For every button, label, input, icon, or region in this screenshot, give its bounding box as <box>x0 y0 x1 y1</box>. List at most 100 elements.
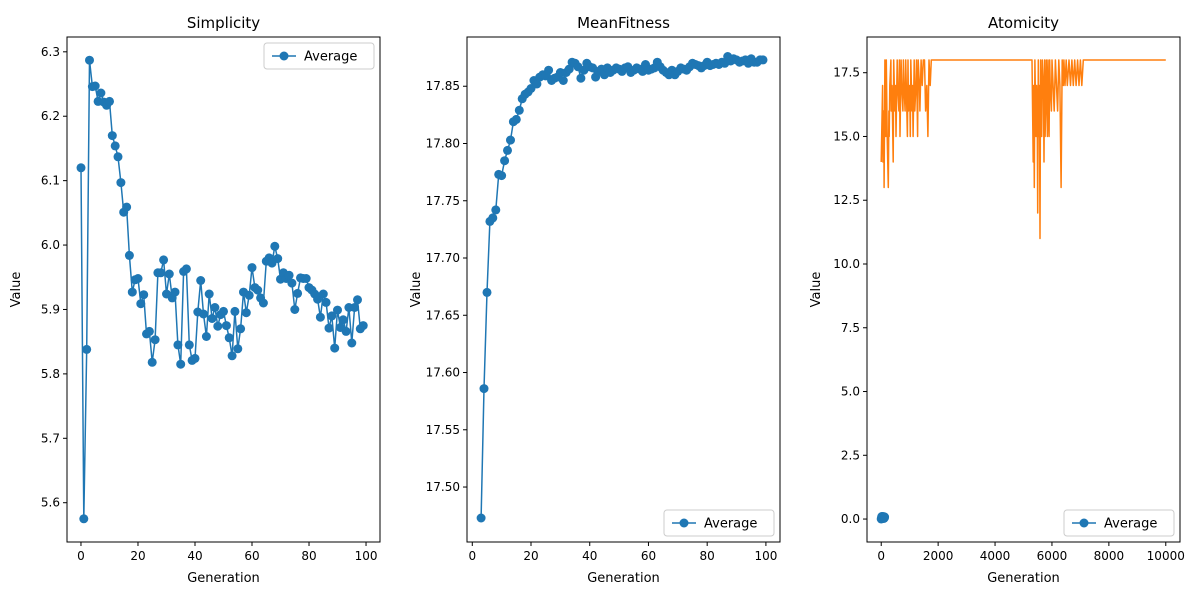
data-point <box>113 152 123 162</box>
data-point <box>79 514 89 524</box>
data-point <box>105 96 114 106</box>
data-point <box>230 306 240 316</box>
y-tick-label: 5.7 <box>41 431 60 445</box>
data-point <box>76 163 86 173</box>
data-point <box>201 332 211 341</box>
data-point <box>503 145 512 155</box>
data-point <box>532 79 542 89</box>
data-point <box>236 324 246 334</box>
data-point <box>341 326 351 336</box>
data-point <box>576 73 586 83</box>
data-point <box>258 298 268 308</box>
data-point <box>491 205 501 215</box>
data-point <box>213 321 223 331</box>
x-tick-label: 20 <box>130 549 145 563</box>
series-average <box>476 52 768 523</box>
data-point <box>558 76 568 85</box>
data-point <box>181 264 191 274</box>
data-point <box>124 250 134 260</box>
legend-marker <box>1079 518 1089 528</box>
x-tick-label: 0 <box>877 549 885 563</box>
x-tick-label: 60 <box>244 549 259 563</box>
data-point <box>173 340 183 350</box>
axes-frame <box>466 36 781 543</box>
data-point <box>221 321 231 331</box>
data-point <box>327 311 337 321</box>
data-point <box>333 305 342 315</box>
data-point <box>253 285 263 295</box>
data-point <box>758 55 768 65</box>
data-point <box>321 297 331 307</box>
data-point <box>880 512 890 522</box>
data-point <box>85 55 94 65</box>
x-tick-label: 6000 <box>1037 549 1068 563</box>
data-point <box>506 135 515 145</box>
x-axis-label: Generation <box>987 571 1060 586</box>
data-point <box>233 344 243 354</box>
x-tick-label: 100 <box>355 549 378 563</box>
data-point <box>358 321 368 331</box>
data-point <box>210 303 220 312</box>
data-point <box>147 357 157 367</box>
series-line-2 <box>880 59 1166 240</box>
series-line <box>80 59 364 520</box>
x-tick-label: 80 <box>700 549 715 563</box>
data-point <box>96 88 106 98</box>
legend: Average <box>263 42 375 70</box>
x-tick-label: 60 <box>641 549 656 563</box>
subplot-3: 0 2000 4000 6000 8000 10000 0.0 2.5 5.0 7.5 10.0 12… <box>809 14 1185 586</box>
legend-marker <box>679 518 689 528</box>
data-point <box>127 287 137 297</box>
data-point <box>247 263 257 273</box>
legend-box <box>1063 509 1175 537</box>
data-point <box>482 287 492 297</box>
data-point <box>500 156 510 166</box>
chart-title: MeanFitness <box>577 14 670 32</box>
data-point <box>241 308 251 318</box>
data-point <box>176 359 186 369</box>
data-point <box>90 81 100 91</box>
subplot-2: 0 20 40 60 80 100 17.50 17.55 17.60 17.65 17.70 17.… <box>409 14 781 586</box>
data-point <box>164 269 174 279</box>
legend-label: Average <box>704 517 757 532</box>
data-point <box>190 353 200 363</box>
data-point <box>293 288 303 298</box>
data-point <box>204 289 214 299</box>
data-point <box>347 338 357 348</box>
data-point <box>318 289 328 299</box>
data-point <box>144 326 154 336</box>
data-point <box>133 274 143 283</box>
y-tick-label: 17.55 <box>426 423 460 437</box>
data-point <box>544 65 554 75</box>
data-point <box>199 309 208 319</box>
data-point <box>301 274 311 283</box>
x-tick-label: 20 <box>523 549 538 563</box>
y-tick-label: 15.0 <box>833 129 860 143</box>
data-point <box>122 202 132 212</box>
legend-box <box>663 509 775 537</box>
data-point <box>273 254 283 264</box>
y-tick-label: 7.5 <box>841 321 860 335</box>
series-line <box>880 59 1166 240</box>
y-tick-label: 6.3 <box>41 45 60 59</box>
y-tick-label: 5.6 <box>41 496 60 510</box>
data-point <box>330 343 340 353</box>
legend: Average <box>1063 509 1175 537</box>
x-tick-label: 2000 <box>923 549 954 563</box>
data-point <box>511 114 521 124</box>
x-tick-label: 100 <box>754 549 777 563</box>
legend-label: Average <box>304 50 357 65</box>
legend-box <box>263 42 375 70</box>
x-tick-label: 40 <box>582 549 597 563</box>
data-point <box>350 303 360 312</box>
data-point <box>227 351 237 361</box>
data-point <box>136 299 146 309</box>
data-point <box>139 290 149 300</box>
y-tick-label: 5.0 <box>841 385 860 399</box>
data-point <box>224 333 234 343</box>
y-tick-label: 2.5 <box>841 448 860 462</box>
x-tick-label: 4000 <box>980 549 1011 563</box>
y-tick-label: 17.65 <box>426 308 460 322</box>
data-point <box>207 314 217 323</box>
y-axis-label: Value <box>809 272 824 308</box>
